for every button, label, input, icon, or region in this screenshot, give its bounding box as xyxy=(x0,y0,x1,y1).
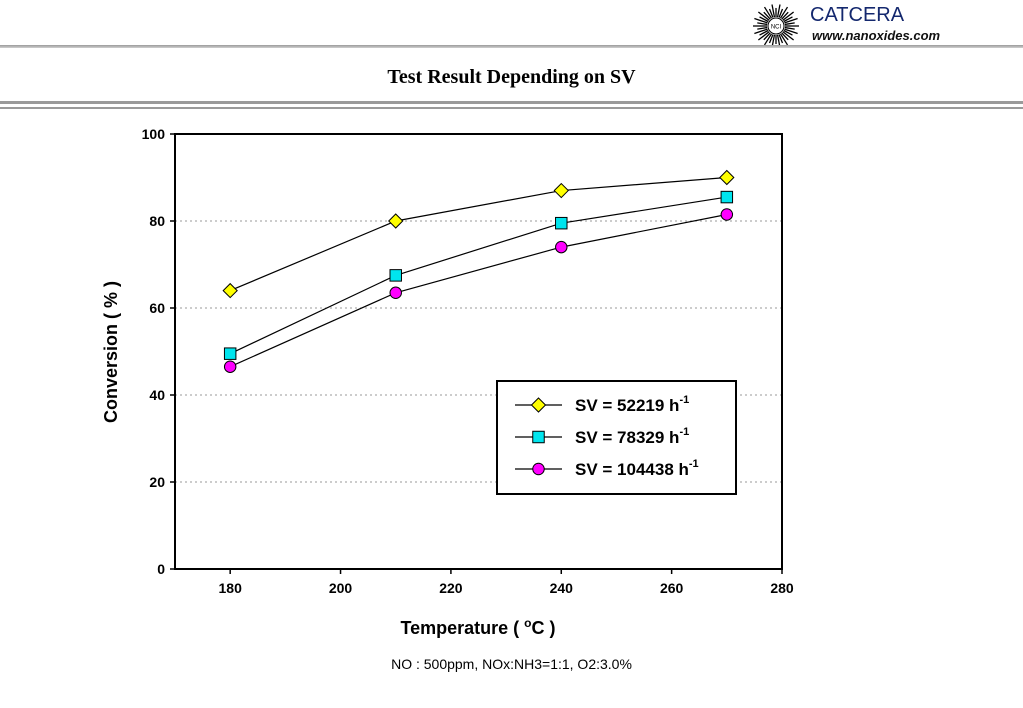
data-point-circle xyxy=(223,360,237,373)
data-point-circle xyxy=(555,240,568,254)
data-point-diamond xyxy=(719,169,735,186)
logo-text: NCI xyxy=(771,25,782,31)
x-tick-label: 240 xyxy=(550,580,574,596)
test-conditions-footnote: NO : 500ppm, NOx:NH3=1:1, O2:3.0% xyxy=(391,656,632,672)
data-point-square xyxy=(389,269,402,282)
title-divider xyxy=(0,101,1023,104)
x-tick-label: 260 xyxy=(660,580,684,596)
legend-label: SV = 52219 h-1 xyxy=(575,394,689,415)
legend-label: SV = 104438 h-1 xyxy=(575,458,699,479)
y-tick-label: 60 xyxy=(149,300,165,316)
data-point-square xyxy=(555,216,568,230)
data-point-circle xyxy=(720,208,734,221)
brand-url: www.nanoxides.com xyxy=(812,28,941,43)
data-point-diamond xyxy=(553,182,569,199)
x-tick-label: 180 xyxy=(219,580,243,596)
y-tick-label: 80 xyxy=(149,213,165,229)
y-axis-label: Conversion ( % ) xyxy=(101,281,121,423)
x-tick-label: 200 xyxy=(329,580,353,596)
y-tick-label: 20 xyxy=(149,474,165,490)
brand-name: CATCERA xyxy=(810,4,905,26)
x-tick-label: 220 xyxy=(439,580,463,596)
header-divider xyxy=(0,45,1023,48)
x-tick-label: 280 xyxy=(770,580,794,596)
series-line-square xyxy=(229,196,727,355)
series-line-circle xyxy=(229,213,727,368)
legend-marker-circle xyxy=(532,462,545,476)
x-axis-label: Temperature ( oC ) xyxy=(400,616,555,638)
y-tick-label: 0 xyxy=(157,561,165,577)
plot-frame xyxy=(174,133,783,570)
legend-marker-diamond xyxy=(530,397,547,413)
data-point-square xyxy=(223,347,237,360)
series-line-diamond xyxy=(229,176,727,292)
title-divider-secondary xyxy=(0,107,1023,109)
data-point-diamond xyxy=(222,282,238,299)
legend-marker-square xyxy=(532,430,545,444)
data-point-square xyxy=(720,190,734,204)
data-point-diamond xyxy=(388,213,404,229)
data-point-circle xyxy=(389,286,402,300)
legend-label: SV = 78329 h-1 xyxy=(575,426,689,447)
sunburst-logo-icon: NCI xyxy=(753,4,799,48)
y-tick-label: 40 xyxy=(149,387,165,403)
page-title: Test Result Depending on SV xyxy=(387,66,636,88)
y-tick-label: 100 xyxy=(142,126,166,142)
